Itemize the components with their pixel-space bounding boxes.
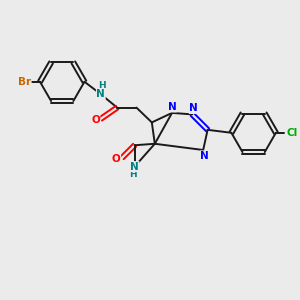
Text: H: H [98,81,106,90]
Text: N: N [189,103,198,113]
Text: N: N [168,102,176,112]
Text: O: O [112,154,121,164]
Text: Cl: Cl [287,128,298,138]
Text: O: O [91,115,100,125]
Text: N: N [130,162,139,172]
Text: H: H [129,169,137,178]
Text: N: N [96,89,105,99]
Text: Br: Br [18,77,31,87]
Text: N: N [200,151,209,161]
